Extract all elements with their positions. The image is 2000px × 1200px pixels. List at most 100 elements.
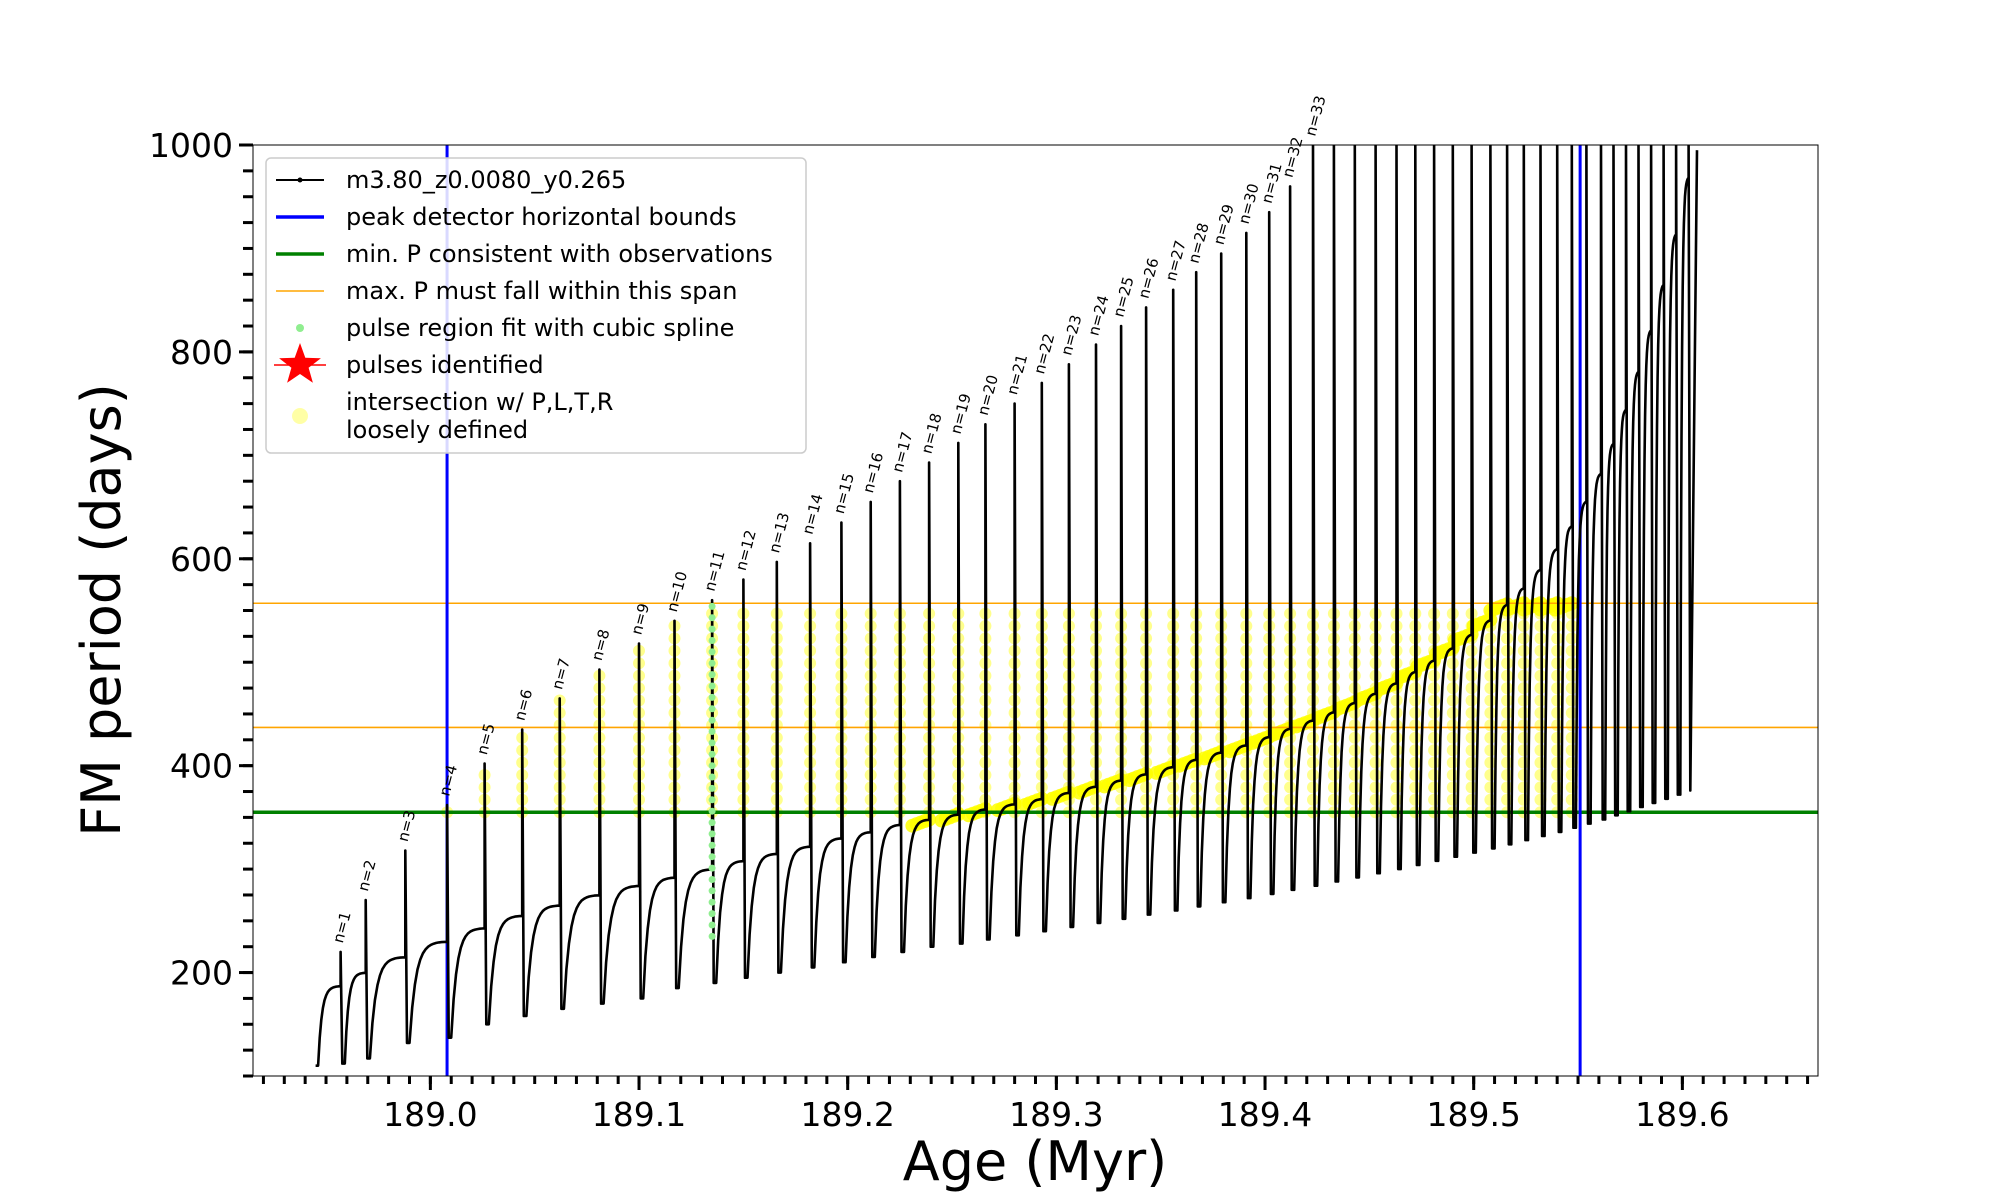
intersection-point <box>1501 682 1514 695</box>
pulse-label: n=7 <box>548 656 574 691</box>
spline-point <box>708 648 716 656</box>
intersection-point <box>1390 781 1403 794</box>
intersection-point <box>1517 781 1530 794</box>
intersection-point <box>1501 719 1514 732</box>
intersection-point <box>1284 781 1297 794</box>
intersection-point <box>1307 744 1319 757</box>
intersection-point <box>1565 719 1578 732</box>
intersection-point <box>1327 731 1340 744</box>
intersection-point <box>1565 756 1578 769</box>
pulse-label: n=18 <box>918 411 946 455</box>
intersection-point <box>1369 744 1382 757</box>
intersection-point <box>1263 793 1276 806</box>
intersection-point <box>1215 793 1228 806</box>
intersection-point <box>1428 731 1441 744</box>
intersection-point <box>1428 781 1441 794</box>
intersection-point <box>1369 769 1382 781</box>
pulse-label: n=16 <box>859 450 887 494</box>
intersection-point <box>1501 756 1514 769</box>
intersection-point <box>1409 731 1422 744</box>
intersection-point <box>1465 731 1478 744</box>
intersection-point <box>1565 769 1578 781</box>
intersection-point <box>1446 694 1459 707</box>
intersection-point <box>1284 756 1297 769</box>
intersection-point <box>1465 682 1478 695</box>
intersection-point <box>1534 706 1547 719</box>
intersection-point <box>1465 694 1478 707</box>
legend-box <box>265 157 807 454</box>
intersection-point <box>1409 793 1422 806</box>
x-tick-label: 189.5 <box>1426 1095 1520 1134</box>
pulse-label: n=19 <box>947 392 975 436</box>
intersection-point <box>1390 769 1403 781</box>
intersection-point <box>1465 706 1478 719</box>
spline-point <box>708 887 716 895</box>
intersection-point <box>1215 781 1228 794</box>
y-tick-label: 800 <box>170 333 233 372</box>
intersection-point <box>1446 756 1459 769</box>
spline-point <box>708 682 716 690</box>
legend-label: min. P consistent with observations <box>346 240 773 268</box>
legend-star-marker <box>279 343 321 383</box>
intersection-point <box>1390 731 1403 744</box>
intersection-point <box>1517 719 1530 732</box>
pulse-label: n=21 <box>1003 352 1031 396</box>
spline-point <box>708 637 716 644</box>
intersection-point <box>1369 706 1382 719</box>
intersection-point <box>1484 719 1497 732</box>
spline-point <box>708 807 716 815</box>
intersection-point <box>1240 781 1253 794</box>
intersection-point <box>1240 793 1253 806</box>
intersection-point <box>1348 744 1361 757</box>
x-tick-label: 189.4 <box>1218 1095 1312 1134</box>
legend-label: loosely defined <box>346 416 528 444</box>
x-tick-label: 189.1 <box>592 1095 686 1134</box>
spline-point <box>708 659 716 667</box>
intersection-point <box>1122 773 1137 788</box>
spline-point <box>708 671 716 679</box>
intersection-point <box>1284 769 1297 781</box>
intersection-point <box>1484 769 1497 781</box>
intersection-point <box>1484 756 1497 769</box>
intersection-point <box>1551 781 1564 794</box>
legend-label: m3.80_z0.0080_y0.265 <box>346 166 626 194</box>
intersection-point <box>1465 769 1478 781</box>
pulse-label: n=4 <box>436 763 462 798</box>
intersection-point <box>1327 781 1340 794</box>
intersection-point <box>1307 793 1319 806</box>
pulse-label: n=30 <box>1235 182 1263 226</box>
intersection-point <box>1348 756 1361 769</box>
intersection-point <box>1484 694 1497 707</box>
intersection-point <box>1534 793 1547 806</box>
intersection-point <box>1446 731 1459 744</box>
intersection-point <box>1369 756 1382 769</box>
intersection-point <box>1307 756 1319 769</box>
spline-point <box>708 853 716 861</box>
spline-point <box>708 773 716 781</box>
y-axis: 200 400 600 800 1000 <box>149 126 253 1078</box>
spline-point <box>708 762 716 770</box>
intersection-point <box>1369 731 1382 744</box>
intersection-point <box>1534 731 1547 744</box>
horizontal-reference-lines <box>253 602 1818 814</box>
model-track <box>315 145 1699 1067</box>
intersection-point <box>1263 744 1276 757</box>
pulse-label: n=33 <box>1302 94 1330 138</box>
intersection-point <box>1517 744 1530 757</box>
pulse-label: n=10 <box>663 569 691 613</box>
pulse-label: n=15 <box>830 471 858 515</box>
intersection-point <box>1517 793 1530 806</box>
intersection-point <box>1409 781 1422 794</box>
intersection-point <box>1348 793 1361 806</box>
x-tick-label: 189.6 <box>1635 1095 1729 1134</box>
pulse-label: n=13 <box>765 510 793 554</box>
intersection-point <box>1428 793 1441 806</box>
pulse-label: n=20 <box>974 373 1002 417</box>
intersection-point <box>1534 781 1547 794</box>
pulse-label: n=32 <box>1279 135 1307 179</box>
intersection-point <box>1548 602 1563 617</box>
pulse-label: n=24 <box>1084 293 1112 337</box>
intersection-point <box>1534 719 1547 732</box>
intersection-point <box>1501 769 1514 781</box>
intersection-point <box>1409 756 1422 769</box>
